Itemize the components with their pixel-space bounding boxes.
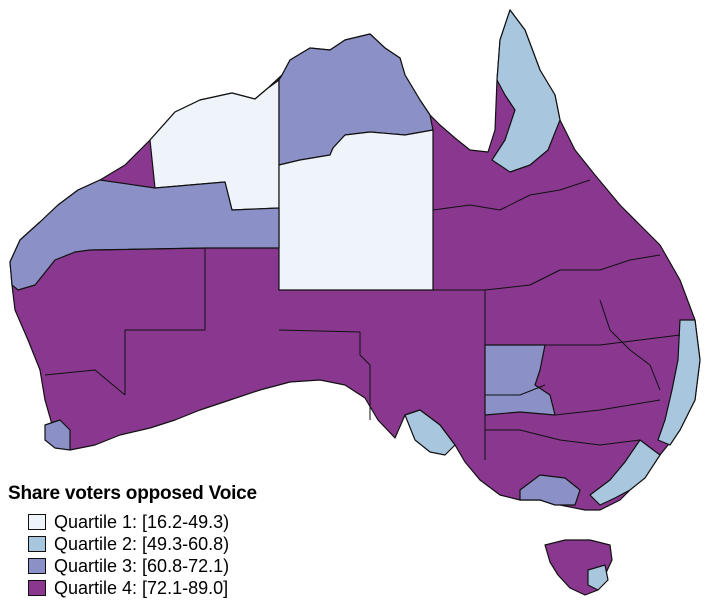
boundary-qld-west <box>432 179 591 211</box>
region-south-west-wa <box>44 419 71 451</box>
boundary-sa-east <box>485 384 546 396</box>
legend-item-quartile-2: Quartile 2: [49.3-60.8) <box>28 533 257 555</box>
legend-swatch-quartile-3 <box>28 558 46 574</box>
boundary-wa-west <box>89 247 206 395</box>
region-south-east-coast <box>589 439 661 506</box>
region-far-west-nsw <box>484 344 556 416</box>
boundary-qld-mid <box>484 254 661 291</box>
legend-item-quartile-3: Quartile 3: [60.8-72.1) <box>28 555 257 577</box>
legend-swatch-quartile-2 <box>28 536 46 552</box>
boundary-wa-south <box>44 369 126 396</box>
legend-item-quartile-4: Quartile 4: [72.1-89.0] <box>28 577 257 599</box>
region-east-coast <box>657 319 701 446</box>
legend-label-quartile-2: Quartile 2: [49.3-60.8) <box>54 533 230 554</box>
region-melbourne <box>519 474 581 506</box>
legend: Share voters opposed Voice Quartile 1: [… <box>8 483 257 599</box>
boundary-qld-coast <box>599 299 661 391</box>
legend-label-quartile-1: Quartile 1: [16.2-49.3) <box>54 511 230 532</box>
legend-label-quartile-3: Quartile 3: [60.8-72.1) <box>54 555 230 576</box>
region-cape-york <box>491 9 561 173</box>
boundary-nsw-mid <box>554 399 661 416</box>
boundary-sa-grey <box>278 329 371 420</box>
legend-swatch-quartile-1 <box>28 514 46 530</box>
region-adelaide-coast <box>404 409 456 456</box>
legend-item-quartile-1: Quartile 1: [16.2-49.3) <box>28 511 257 533</box>
legend-label-quartile-4: Quartile 4: [72.1-89.0] <box>54 577 229 598</box>
legend-swatch-quartile-4 <box>28 580 46 596</box>
boundary-vic-north <box>485 429 641 446</box>
legend-title: Share voters opposed Voice <box>8 483 257 504</box>
boundary-nsw-north <box>485 334 681 346</box>
region-hobart <box>587 564 609 591</box>
